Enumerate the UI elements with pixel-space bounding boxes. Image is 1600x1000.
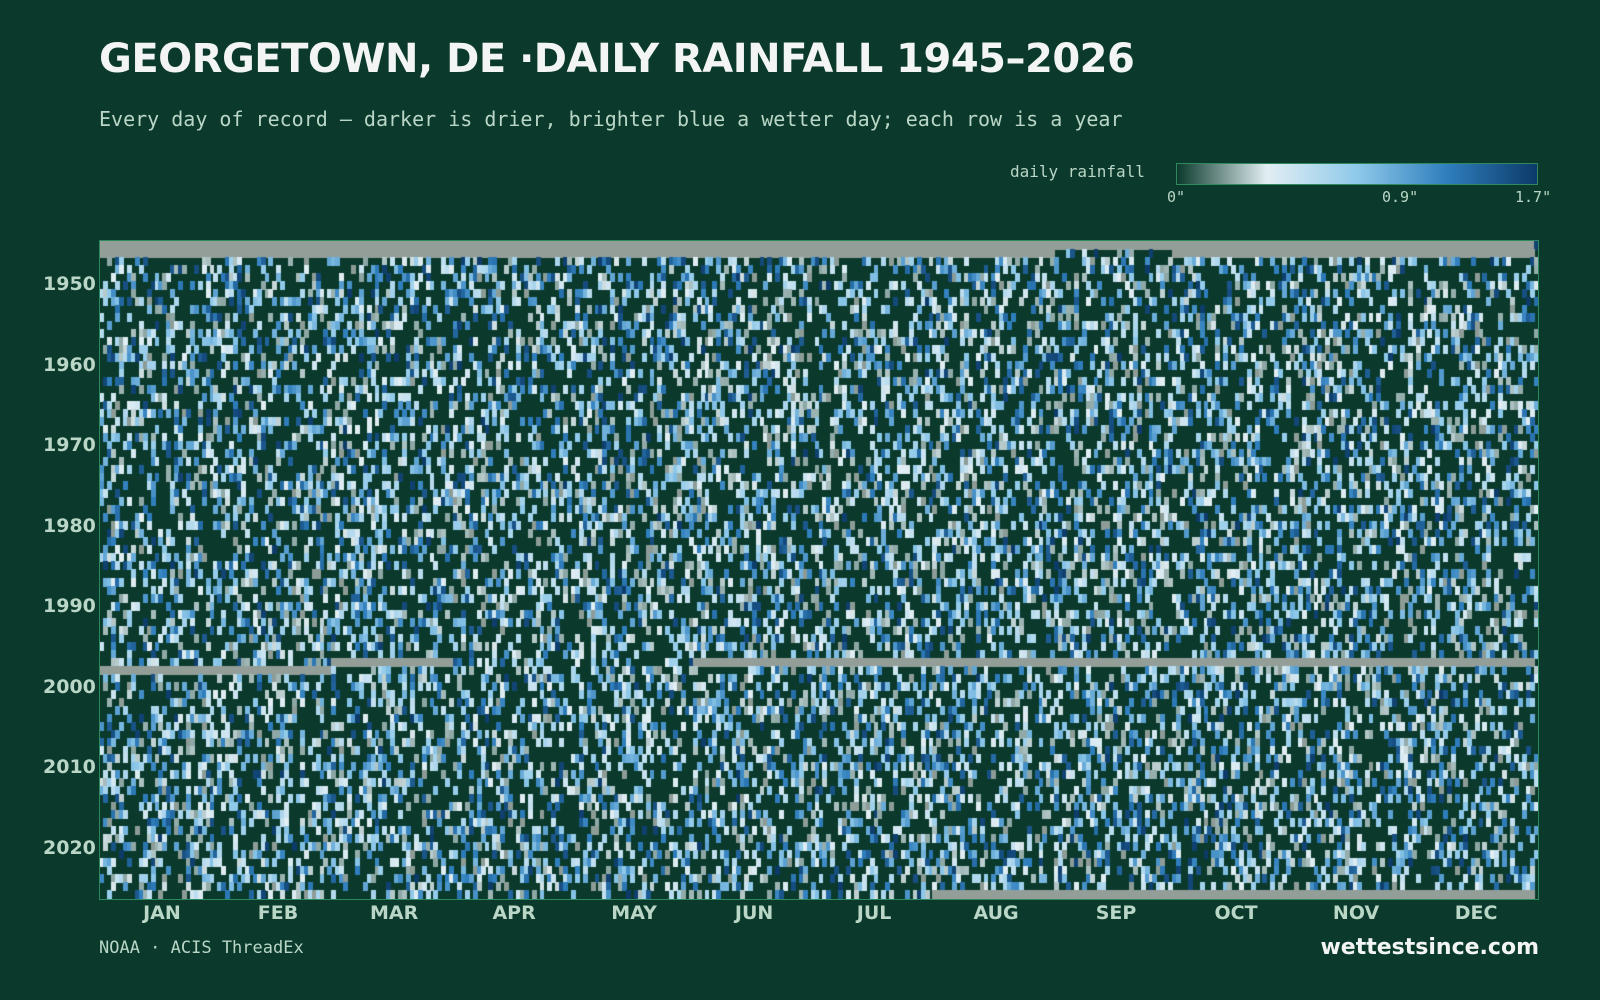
x-tick-label-may: MAY <box>611 902 657 924</box>
y-tick-label-2000: 2000 <box>43 675 96 698</box>
rainfall-heatmap <box>99 240 1539 900</box>
legend-tick-max: 1.7" <box>1515 188 1552 206</box>
y-tick-label-1970: 1970 <box>43 434 96 457</box>
x-tick-label-jun: JUN <box>734 902 774 924</box>
x-tick-label-mar: MAR <box>369 902 419 924</box>
heatmap-cells <box>100 241 1538 899</box>
y-tick-label-2020: 2020 <box>43 836 96 859</box>
x-tick-label-jan: JAN <box>143 902 181 924</box>
legend-tick-0: 0" <box>1167 188 1186 206</box>
x-tick-label-jul: JUL <box>856 902 892 924</box>
x-tick-label-nov: NOV <box>1332 902 1380 924</box>
chart-title: GEORGETOWN, DE ·DAILY RAINFALL 1945–2026 <box>99 36 1135 82</box>
x-tick-label-feb: FEB <box>257 902 299 924</box>
source-note: NOAA · ACIS ThreadEx <box>99 938 304 958</box>
y-tick-label-1950: 1950 <box>43 273 96 296</box>
brand-logo: wettestsince.com <box>1320 935 1539 960</box>
y-tick-label-1990: 1990 <box>43 595 96 618</box>
x-tick-label-aug: AUG <box>973 902 1019 924</box>
legend-tick-mid: 0.9" <box>1382 188 1419 206</box>
y-tick-label-2010: 2010 <box>43 756 96 779</box>
x-tick-label-sep: SEP <box>1095 902 1137 924</box>
legend-color-scale <box>1176 163 1538 185</box>
x-tick-label-dec: DEC <box>1454 902 1498 924</box>
chart-subtitle: Every day of record — darker is drier, b… <box>99 107 1123 131</box>
legend-label: daily rainfall <box>1010 162 1145 181</box>
x-tick-label-oct: OCT <box>1214 902 1258 924</box>
x-tick-label-apr: APR <box>492 902 536 924</box>
y-tick-label-1980: 1980 <box>43 514 96 537</box>
y-tick-label-1960: 1960 <box>43 353 96 376</box>
